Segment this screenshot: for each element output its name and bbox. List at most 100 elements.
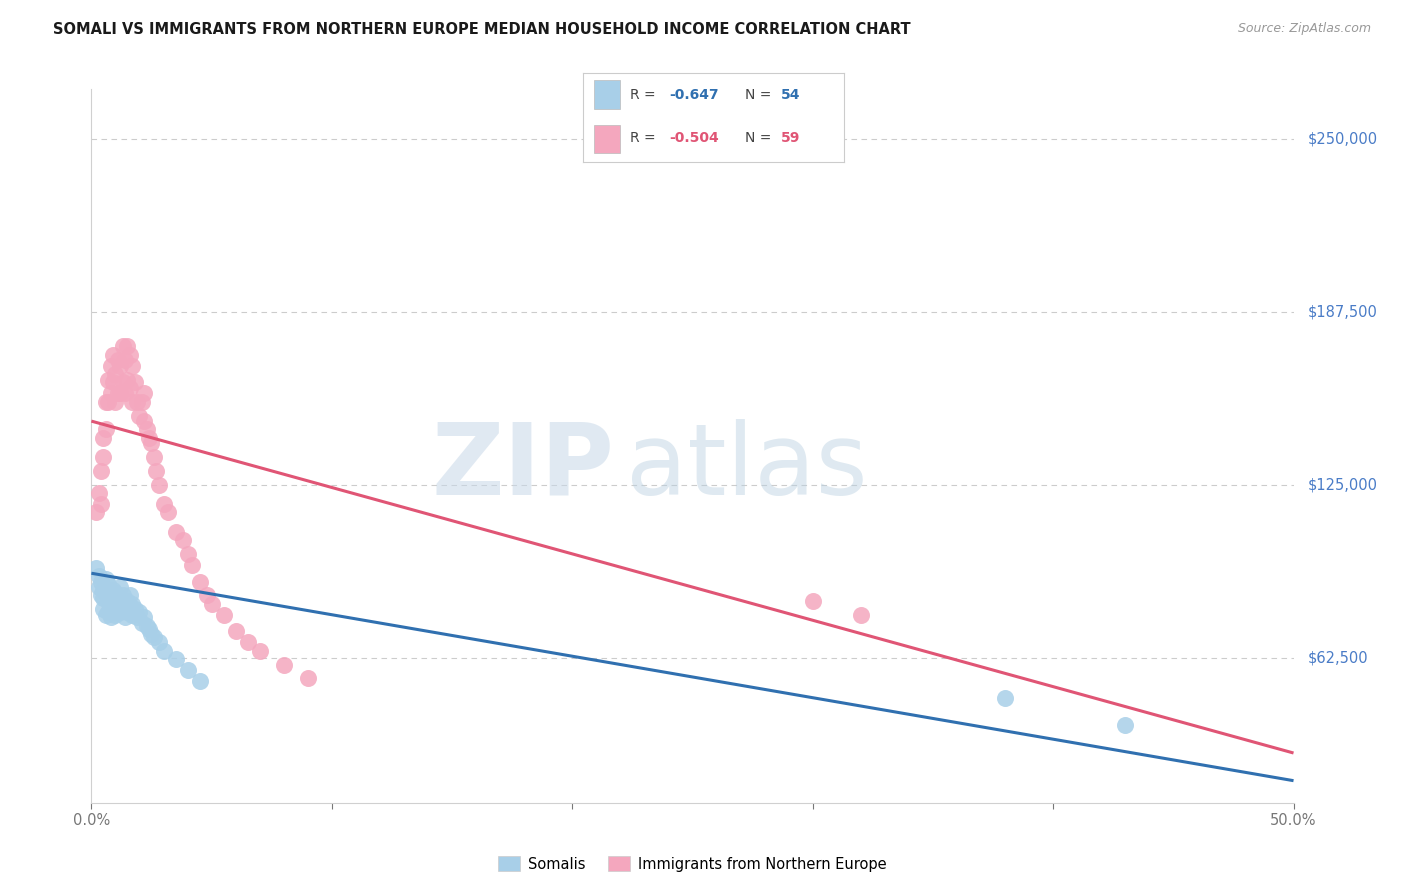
- Point: [124, 376, 146, 390]
- Point: [236, 635, 259, 649]
- Point: [94, 422, 117, 436]
- Point: [110, 594, 132, 608]
- Text: ZIP: ZIP: [432, 419, 614, 516]
- Point: [152, 497, 174, 511]
- Point: [117, 339, 139, 353]
- Point: [125, 394, 148, 409]
- Point: [225, 624, 247, 639]
- Point: [107, 602, 129, 616]
- Point: [100, 359, 122, 373]
- Bar: [593, 125, 620, 153]
- Point: [97, 605, 120, 619]
- Point: [212, 607, 235, 622]
- Point: [134, 386, 156, 401]
- Text: $125,000: $125,000: [1308, 477, 1378, 492]
- Point: [94, 585, 117, 599]
- Point: [104, 585, 127, 599]
- Point: [107, 591, 129, 606]
- Point: [128, 605, 150, 619]
- Point: [110, 605, 132, 619]
- Point: [134, 610, 156, 624]
- Point: [111, 339, 134, 353]
- Point: [94, 607, 117, 622]
- Point: [100, 610, 122, 624]
- Point: [135, 422, 157, 436]
- Point: [111, 376, 134, 390]
- Point: [93, 602, 115, 616]
- Point: [118, 588, 141, 602]
- Point: [138, 622, 160, 636]
- Point: [201, 597, 224, 611]
- Point: [84, 560, 107, 574]
- Point: [87, 486, 110, 500]
- Text: R =: R =: [630, 87, 661, 102]
- Point: [125, 610, 148, 624]
- Point: [114, 599, 136, 614]
- Point: [131, 394, 153, 409]
- Text: -0.647: -0.647: [669, 87, 718, 102]
- Point: [87, 569, 110, 583]
- Point: [90, 464, 112, 478]
- Point: [801, 594, 824, 608]
- Point: [121, 597, 143, 611]
- Point: [97, 577, 120, 591]
- Point: [110, 386, 132, 401]
- Text: N =: N =: [745, 87, 776, 102]
- Point: [100, 386, 122, 401]
- Point: [121, 394, 143, 409]
- Point: [93, 431, 115, 445]
- Legend: Somalis, Immigrants from Northern Europe: Somalis, Immigrants from Northern Europe: [492, 850, 893, 878]
- Point: [148, 477, 170, 491]
- Point: [118, 599, 141, 614]
- Text: $187,500: $187,500: [1308, 304, 1378, 319]
- Point: [104, 607, 127, 622]
- Point: [165, 524, 187, 539]
- Point: [165, 652, 187, 666]
- Point: [157, 505, 180, 519]
- Point: [90, 574, 112, 589]
- Point: [93, 591, 115, 606]
- Point: [172, 533, 194, 547]
- Point: [94, 572, 117, 586]
- Point: [90, 588, 112, 602]
- Point: [121, 359, 143, 373]
- Point: [97, 373, 120, 387]
- Point: [849, 607, 872, 622]
- Point: [100, 588, 122, 602]
- Point: [188, 574, 211, 589]
- Point: [101, 376, 124, 390]
- Point: [111, 588, 134, 602]
- Point: [138, 431, 160, 445]
- Point: [110, 580, 132, 594]
- Point: [176, 663, 198, 677]
- Point: [110, 359, 132, 373]
- Point: [121, 607, 143, 622]
- Point: [297, 671, 319, 685]
- Point: [141, 436, 163, 450]
- Point: [181, 558, 204, 572]
- Point: [93, 450, 115, 464]
- Point: [148, 635, 170, 649]
- Point: [114, 386, 136, 401]
- Text: $250,000: $250,000: [1308, 131, 1378, 146]
- Point: [94, 394, 117, 409]
- Point: [145, 464, 167, 478]
- Point: [97, 394, 120, 409]
- Point: [111, 602, 134, 616]
- Point: [135, 619, 157, 633]
- Point: [141, 627, 163, 641]
- Point: [128, 409, 150, 423]
- Point: [249, 643, 271, 657]
- Text: -0.504: -0.504: [669, 131, 718, 145]
- Point: [104, 367, 127, 381]
- Point: [84, 505, 107, 519]
- Point: [93, 582, 115, 597]
- Point: [100, 597, 122, 611]
- Text: 54: 54: [782, 87, 800, 102]
- Text: Source: ZipAtlas.com: Source: ZipAtlas.com: [1237, 22, 1371, 36]
- Point: [114, 610, 136, 624]
- Text: R =: R =: [630, 131, 661, 145]
- Point: [131, 615, 153, 630]
- Point: [118, 381, 141, 395]
- Point: [188, 674, 211, 689]
